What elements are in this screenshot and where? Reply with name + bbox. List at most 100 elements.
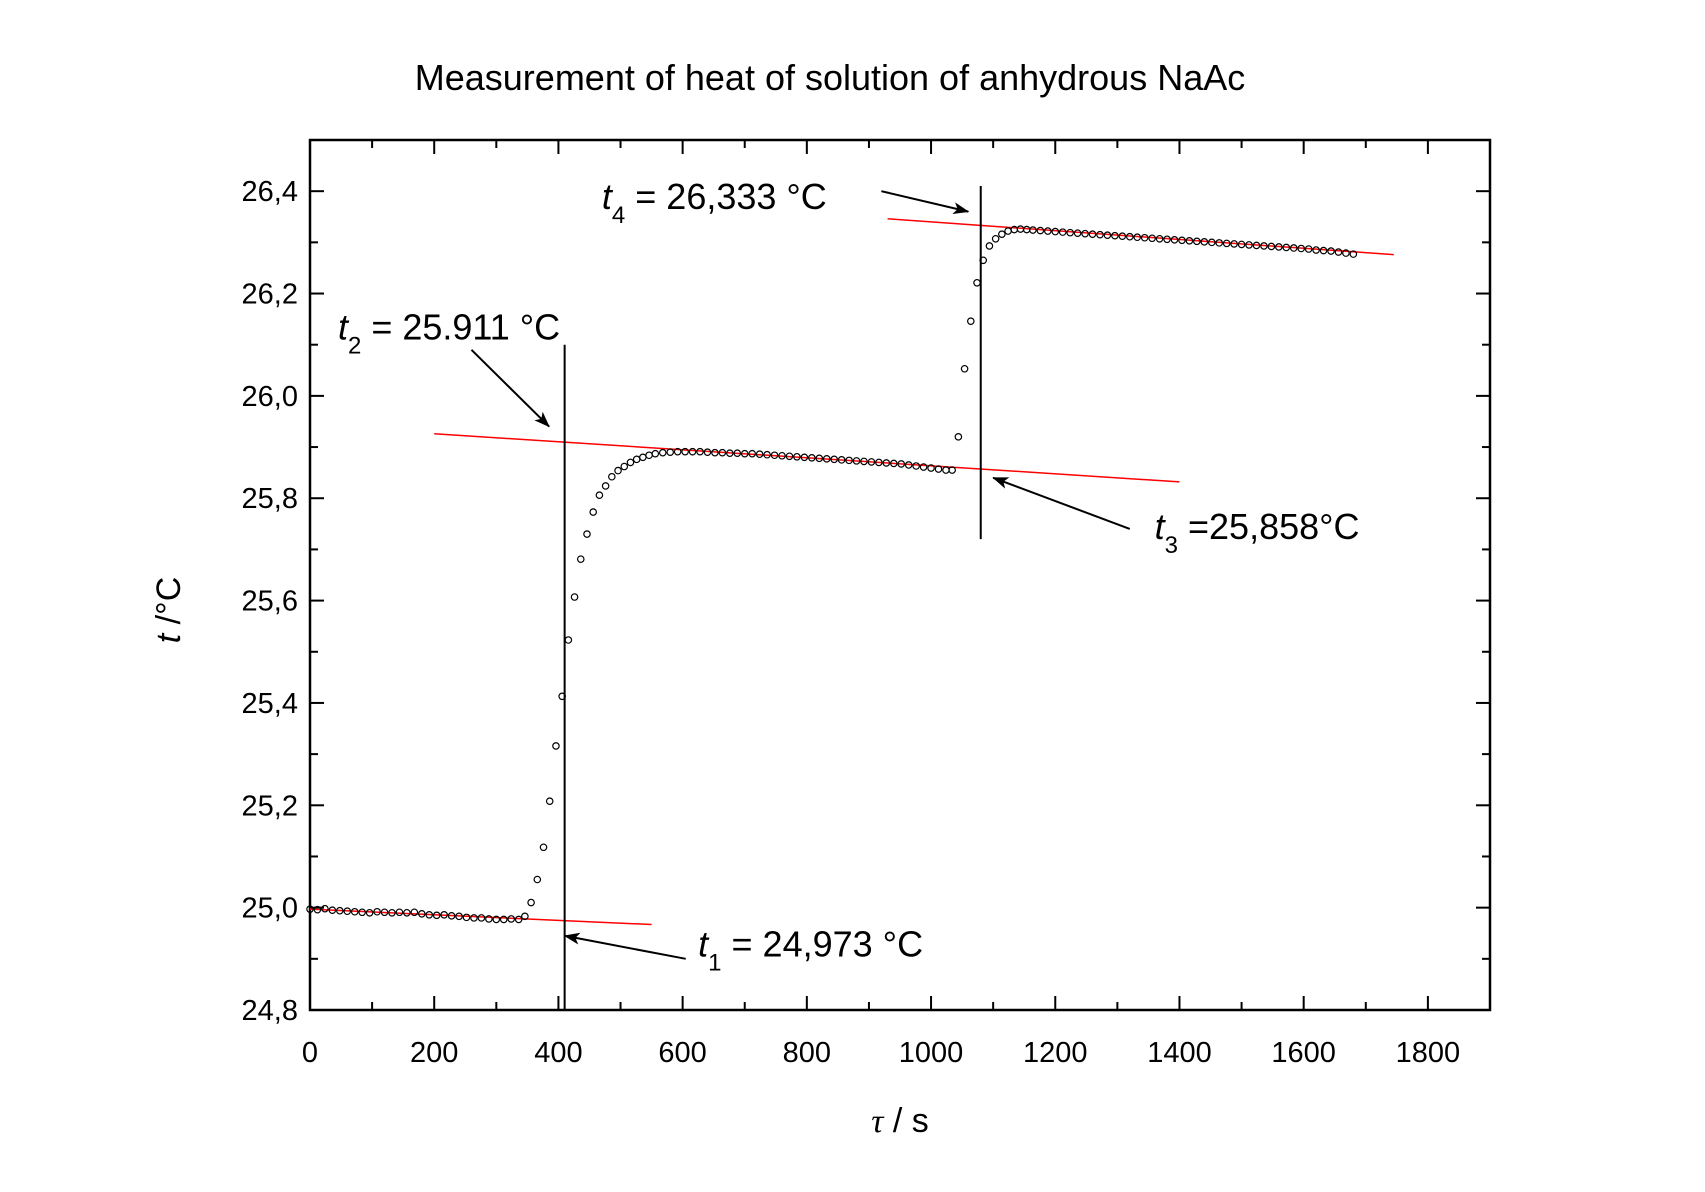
data-point bbox=[321, 904, 329, 913]
data-point bbox=[954, 433, 963, 441]
data-point bbox=[1155, 234, 1164, 243]
y-tick-label: 25,4 bbox=[242, 688, 298, 720]
data-point bbox=[934, 465, 943, 473]
annotation-subscript: 1 bbox=[708, 949, 721, 976]
annotation-arrow bbox=[563, 932, 686, 960]
data-point bbox=[1081, 229, 1089, 238]
data-point bbox=[733, 449, 742, 458]
data-point bbox=[740, 449, 749, 458]
y-axis-unit: /°C bbox=[150, 577, 188, 634]
data-point bbox=[595, 491, 604, 499]
data-point bbox=[1245, 241, 1253, 249]
annotation-value: =25,858°C bbox=[1178, 506, 1360, 547]
data-point bbox=[417, 909, 426, 918]
data-point bbox=[1088, 230, 1097, 238]
data-points bbox=[306, 225, 1358, 924]
data-point bbox=[1103, 231, 1112, 239]
annotation-subscript: 4 bbox=[612, 202, 625, 229]
data-point bbox=[373, 907, 381, 916]
data-point bbox=[620, 462, 629, 471]
data-point bbox=[711, 448, 719, 457]
data-point bbox=[1237, 240, 1246, 249]
data-point bbox=[1118, 232, 1127, 241]
x-tick-label: 400 bbox=[534, 1037, 582, 1069]
data-point bbox=[919, 463, 928, 471]
data-point bbox=[1051, 227, 1060, 236]
data-point bbox=[645, 451, 653, 460]
annotation-symbol: t bbox=[602, 176, 614, 217]
annotation-arrow bbox=[992, 476, 1131, 530]
data-point bbox=[985, 242, 994, 250]
data-point bbox=[492, 915, 501, 924]
annotation-value: = 24,973 °C bbox=[722, 923, 924, 964]
data-point bbox=[380, 908, 389, 917]
y-axis-symbol: t bbox=[150, 632, 188, 643]
x-tick-label: 0 bbox=[302, 1037, 318, 1069]
data-point bbox=[785, 452, 794, 461]
data-point bbox=[979, 256, 988, 265]
data-point bbox=[589, 508, 598, 516]
data-point bbox=[545, 797, 554, 806]
data-point bbox=[395, 908, 404, 917]
data-point bbox=[1073, 229, 1082, 237]
fit-line bbox=[434, 433, 1180, 483]
data-point bbox=[800, 453, 809, 462]
data-point bbox=[703, 448, 712, 456]
annotation-value: = 25.911 °C bbox=[361, 307, 560, 348]
x-axis-label: τ / s bbox=[871, 1102, 929, 1140]
data-point bbox=[1327, 247, 1335, 255]
data-point bbox=[688, 447, 697, 456]
data-point bbox=[583, 530, 591, 538]
data-point bbox=[1289, 244, 1298, 252]
data-point bbox=[1207, 238, 1216, 247]
y-axis-label: t /°C bbox=[150, 577, 188, 644]
y-tick-label: 25,6 bbox=[242, 586, 298, 618]
data-point bbox=[313, 905, 322, 914]
data-point bbox=[651, 449, 660, 458]
data-point bbox=[336, 906, 344, 915]
data-point bbox=[432, 911, 441, 920]
data-point bbox=[1267, 242, 1276, 251]
data-point bbox=[1185, 237, 1194, 245]
data-point bbox=[681, 447, 689, 456]
annotation-symbol: t bbox=[338, 307, 350, 348]
y-axis-ticks: 24,8 25,0 25,2 25,4 25,6 25,8 26,0 26,2 26,4 bbox=[242, 139, 1490, 1027]
data-point bbox=[718, 448, 727, 457]
annotation-value: = 26,333 °C bbox=[625, 176, 827, 217]
data-point bbox=[558, 692, 566, 701]
data-point bbox=[1170, 235, 1179, 244]
x-tick-label: 1600 bbox=[1271, 1037, 1336, 1069]
y-tick-label: 26,0 bbox=[242, 381, 298, 413]
data-point bbox=[1140, 233, 1149, 242]
x-tick-label: 1800 bbox=[1396, 1037, 1461, 1069]
data-point bbox=[875, 458, 883, 467]
x-tick-label: 1200 bbox=[1023, 1037, 1088, 1069]
data-point bbox=[889, 459, 898, 468]
data-point bbox=[748, 449, 756, 458]
data-point bbox=[1342, 249, 1350, 257]
data-point bbox=[966, 317, 975, 325]
data-point bbox=[763, 450, 771, 459]
y-tick-label: 26,4 bbox=[242, 176, 298, 208]
data-point bbox=[1275, 243, 1283, 251]
data-point bbox=[948, 466, 956, 474]
data-point bbox=[425, 911, 434, 919]
data-point bbox=[632, 455, 641, 464]
data-point bbox=[527, 898, 535, 907]
data-point bbox=[1304, 245, 1313, 253]
data-point bbox=[1230, 240, 1238, 248]
fit-line bbox=[309, 908, 652, 926]
data-point bbox=[410, 908, 419, 917]
data-point bbox=[608, 472, 616, 481]
data-point bbox=[830, 455, 838, 464]
data-point bbox=[998, 230, 1006, 238]
data-point bbox=[1125, 232, 1134, 241]
data-point bbox=[403, 908, 411, 917]
data-point bbox=[1319, 246, 1328, 255]
data-point bbox=[626, 458, 635, 467]
data-point bbox=[1163, 235, 1171, 244]
data-point bbox=[470, 914, 478, 922]
data-point bbox=[755, 450, 764, 459]
data-point bbox=[726, 449, 734, 458]
plot-frame bbox=[308, 138, 1492, 1012]
